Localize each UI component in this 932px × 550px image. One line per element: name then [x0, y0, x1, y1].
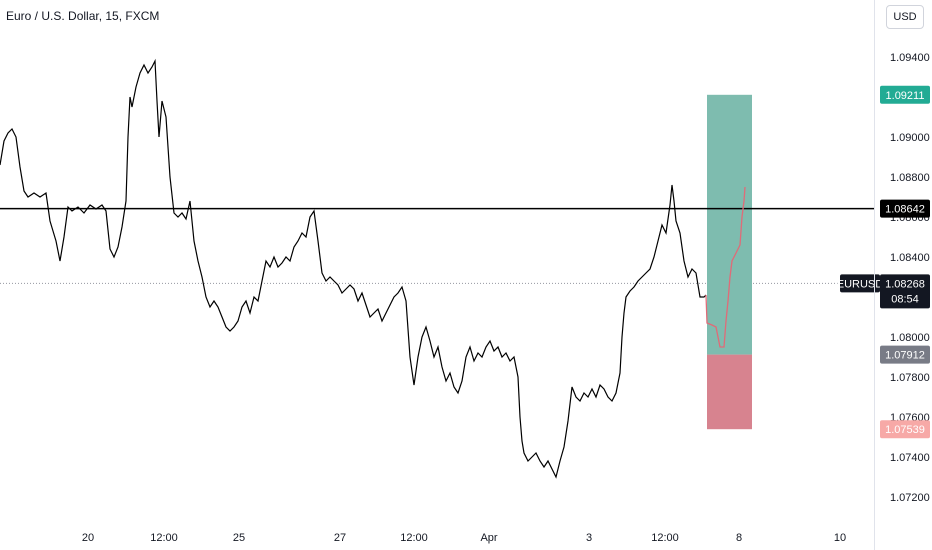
- x-tick-label: 12:00: [400, 532, 428, 544]
- y-tick-label: 1.09000: [890, 132, 930, 144]
- stop-zone: [707, 354, 752, 430]
- symbol-tag: EURUSD: [837, 278, 884, 290]
- target-price-tag-bg: [880, 85, 930, 104]
- y-tick-label: 1.09400: [890, 52, 930, 64]
- x-tick-label: 25: [233, 532, 245, 544]
- projection-line: [705, 186, 746, 348]
- x-tick-label: 8: [736, 532, 742, 544]
- countdown-tag: 08:54: [891, 293, 919, 305]
- y-tick-label: 1.07200: [890, 492, 930, 504]
- x-tick-label: 12:00: [651, 532, 679, 544]
- x-tick-label: 12:00: [150, 532, 178, 544]
- x-tick-label: Apr: [480, 532, 497, 544]
- y-tick-label: 1.07400: [890, 452, 930, 464]
- currency-button[interactable]: USD: [886, 5, 924, 29]
- chart-title: Euro / U.S. Dollar, 15, FXCM: [6, 9, 160, 23]
- entry-price-tag-bg: [880, 345, 930, 364]
- y-tick-label: 1.08400: [890, 252, 930, 264]
- current-price-tag: 1.08268: [885, 278, 925, 290]
- x-tick-label: 10: [834, 532, 846, 544]
- x-tick-label: 20: [82, 532, 94, 544]
- price-line: [0, 58, 707, 479]
- y-tick-label: 1.07800: [890, 372, 930, 384]
- y-tick-label: 1.08800: [890, 172, 930, 184]
- target-price-tag: 1.09211: [886, 90, 925, 102]
- symbol-tag-bg: [840, 274, 880, 293]
- price-axis-separator: [874, 0, 875, 550]
- stop-price-tag-bg: [880, 420, 930, 439]
- x-tick-label: 27: [334, 532, 346, 544]
- x-tick-label: 3: [586, 532, 592, 544]
- entry-price-tag: 1.07912: [885, 350, 925, 362]
- resistance-price-tag-bg: [880, 199, 930, 218]
- current-price-tag-bg: [880, 274, 930, 309]
- stop-price-tag: 1.07539: [885, 424, 925, 436]
- y-tick-label: 1.08000: [890, 332, 930, 344]
- target-zone: [707, 94, 752, 355]
- resistance-price-tag: 1.08642: [885, 204, 925, 216]
